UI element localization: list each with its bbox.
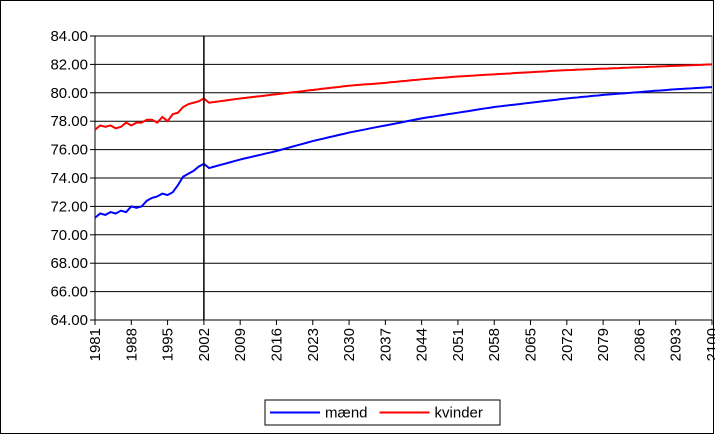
x-tick-label: 1981 bbox=[87, 328, 104, 361]
y-tick-label: 82.00 bbox=[50, 56, 88, 73]
x-tick-label: 2072 bbox=[559, 328, 576, 361]
x-tick-label: 2065 bbox=[523, 328, 540, 361]
x-tick-label: 2093 bbox=[668, 328, 685, 361]
x-tick-label: 2023 bbox=[305, 328, 322, 361]
y-tick-label: 70.00 bbox=[50, 227, 88, 244]
y-tick-label: 74.00 bbox=[50, 170, 88, 187]
series-line bbox=[94, 86, 713, 219]
x-tick-label: 2030 bbox=[341, 328, 358, 361]
x-tick-label: 2044 bbox=[414, 328, 431, 361]
x-tick-label: 2016 bbox=[268, 328, 285, 361]
x-tick-label: 2009 bbox=[232, 328, 249, 361]
x-tick-label: 2058 bbox=[486, 328, 503, 361]
x-tick-label: 2051 bbox=[450, 328, 467, 361]
y-tick-label: 80.00 bbox=[50, 85, 88, 102]
y-tick-label: 68.00 bbox=[50, 255, 88, 272]
y-tick-label: 84.00 bbox=[50, 28, 88, 45]
x-tick-label: 2079 bbox=[595, 328, 612, 361]
x-tick-label: 2086 bbox=[631, 328, 648, 361]
y-tick-label: 76.00 bbox=[50, 142, 88, 159]
y-tick-label: 64.00 bbox=[50, 312, 88, 329]
series-line bbox=[94, 63, 713, 131]
y-tick-label: 78.00 bbox=[50, 113, 88, 130]
legend-label: kvinder bbox=[435, 405, 483, 422]
legend-label: mænd bbox=[325, 405, 368, 422]
x-tick-label: 1995 bbox=[160, 328, 177, 361]
y-tick-label: 72.00 bbox=[50, 198, 88, 215]
x-tick-label: 1988 bbox=[123, 328, 140, 361]
x-tick-label: 2037 bbox=[377, 328, 394, 361]
x-tick-label: 2100 bbox=[704, 328, 715, 361]
x-tick-label: 2002 bbox=[196, 328, 213, 361]
y-tick-label: 66.00 bbox=[50, 284, 88, 301]
